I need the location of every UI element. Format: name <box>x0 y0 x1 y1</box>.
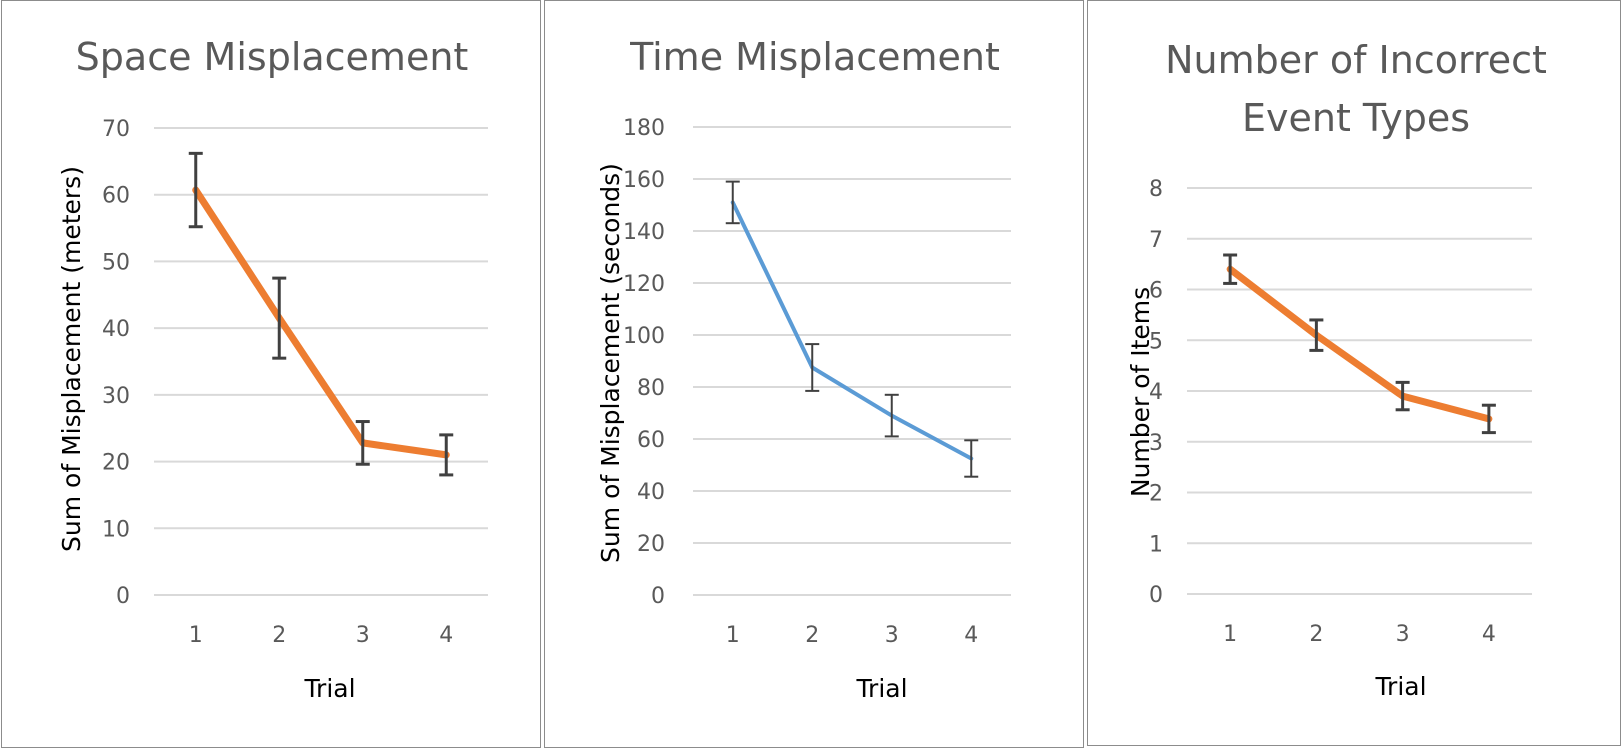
y-tick-label: 160 <box>623 168 665 193</box>
y-tick-label: 40 <box>102 317 130 342</box>
plot-area: 0 20 40 60 80 100 120 140 160 180 1 2 3 4 <box>623 116 1011 648</box>
chart-title-line-2: Event Types <box>1242 96 1470 140</box>
y-tick-label: 8 <box>1149 177 1163 202</box>
y-tick-label: 50 <box>102 250 130 275</box>
y-axis-label: Number of Items <box>1126 287 1155 497</box>
chart-panel-space-misplacement: Space Misplacement Sum of Misplacement (… <box>1 0 541 748</box>
x-tick-label: 3 <box>885 623 899 648</box>
y-tick-label: 60 <box>637 428 665 453</box>
x-axis-label: Trial <box>855 674 907 703</box>
y-axis-label: Sum of Misplacement (seconds) <box>596 163 625 563</box>
x-tick-label: 4 <box>1482 622 1496 647</box>
y-tick-label: 40 <box>637 480 665 505</box>
incorrect-event-types-chart: Number of Incorrect Event Types Number o… <box>1126 38 1547 701</box>
series-line <box>192 186 450 459</box>
x-tick-label: 4 <box>964 623 978 648</box>
x-tick-label: 1 <box>189 623 203 648</box>
series-line <box>1226 265 1493 423</box>
y-tick-label: 0 <box>651 584 665 609</box>
y-tick-label: 5 <box>1149 329 1163 354</box>
y-tick-label: 120 <box>623 272 665 297</box>
x-tick-label: 1 <box>1223 622 1237 647</box>
y-tick-label: 6 <box>1149 279 1163 304</box>
y-tick-label: 20 <box>102 451 130 476</box>
chart-title: Space Misplacement <box>76 35 469 79</box>
y-tick-label: 10 <box>102 517 130 542</box>
y-tick-label: 60 <box>102 184 130 209</box>
y-tick-label: 7 <box>1149 228 1163 253</box>
y-tick-label: 70 <box>102 117 130 142</box>
x-tick-label: 3 <box>356 623 370 648</box>
x-tick-label: 4 <box>439 623 453 648</box>
y-axis-label: Sum of Misplacement (meters) <box>57 166 86 552</box>
y-tick-label: 0 <box>1149 583 1163 608</box>
space-misplacement-chart: Space Misplacement Sum of Misplacement (… <box>57 35 488 703</box>
x-tick-label: 2 <box>1309 622 1323 647</box>
plot-area: 0 10 20 30 40 50 60 70 1 2 3 4 <box>102 117 488 648</box>
y-tick-label: 2 <box>1149 482 1163 507</box>
y-tick-label: 100 <box>623 324 665 349</box>
x-tick-label: 3 <box>1396 622 1410 647</box>
time-misplacement-chart: Time Misplacement Sum of Misplacement (s… <box>596 35 1011 703</box>
y-tick-label: 0 <box>116 584 130 609</box>
chart-panel-time-misplacement: Time Misplacement Sum of Misplacement (s… <box>544 0 1084 748</box>
y-tick-label: 4 <box>1149 380 1163 405</box>
plot-area: 0 1 2 3 4 5 6 7 8 1 2 3 4 <box>1149 177 1532 647</box>
x-tick-label: 2 <box>805 623 819 648</box>
chart-title-line-1: Number of Incorrect <box>1165 38 1547 82</box>
y-tick-label: 180 <box>623 116 665 141</box>
x-tick-label: 1 <box>726 623 740 648</box>
x-tick-label: 2 <box>272 623 286 648</box>
y-tick-label: 80 <box>637 376 665 401</box>
y-tick-label: 30 <box>102 384 130 409</box>
x-axis-label: Trial <box>1374 672 1426 701</box>
chart-panel-incorrect-event-types: Number of Incorrect Event Types Number o… <box>1087 0 1621 746</box>
series-line <box>730 200 974 461</box>
x-axis-label: Trial <box>303 674 355 703</box>
y-tick-label: 3 <box>1149 431 1163 456</box>
y-tick-label: 20 <box>637 532 665 557</box>
y-tick-label: 1 <box>1149 532 1163 557</box>
chart-title: Time Misplacement <box>629 35 1000 79</box>
y-tick-label: 140 <box>623 220 665 245</box>
